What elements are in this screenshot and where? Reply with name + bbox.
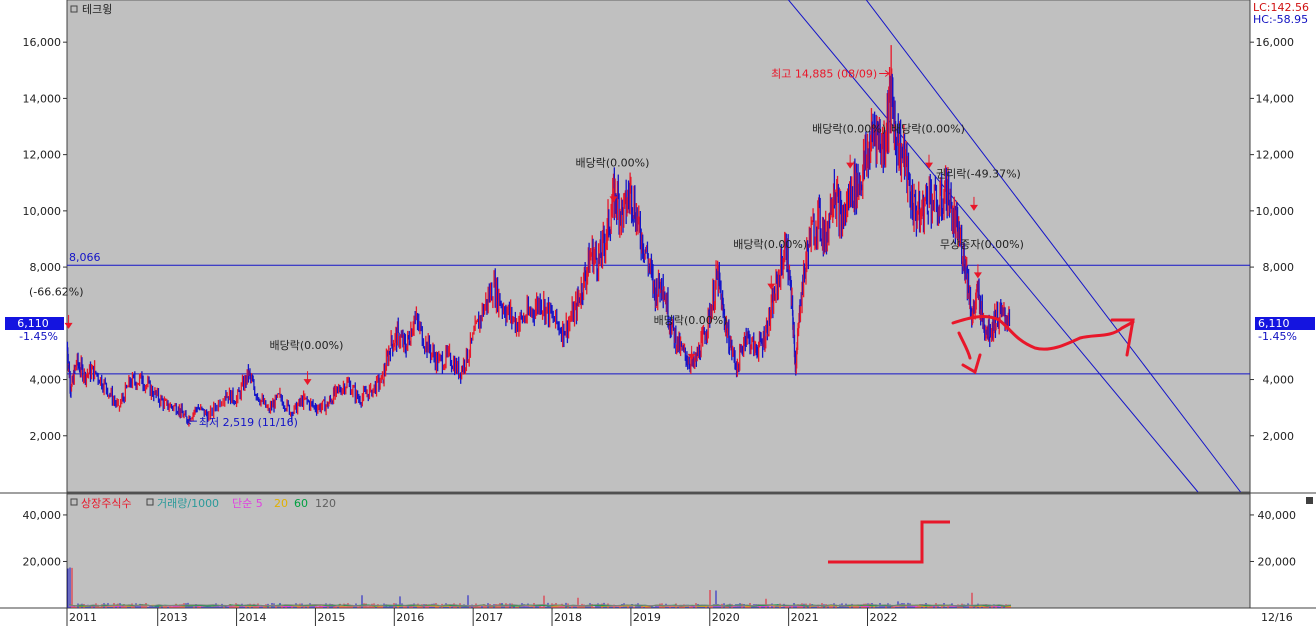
y-tick-label-left: 14,000: [23, 92, 62, 105]
x-tick-label: 2021: [791, 611, 819, 624]
volume-panel[interactable]: [66, 493, 1251, 609]
vol-tick-label-left: 20,000: [23, 555, 62, 568]
volume-legend: 상장주식수 거래량/1000 단순 5 20 60 120: [70, 497, 336, 510]
trendline: [787, 0, 1199, 493]
y-tick-label-right: 4,000: [1263, 374, 1295, 387]
legend-box-icon-1[interactable]: [70, 498, 78, 506]
legend-ma60: 60: [294, 497, 308, 510]
trendline: [865, 0, 1241, 493]
x-tick-label: 2016: [396, 611, 424, 624]
support-resistance-lines: 8,066: [67, 251, 1250, 375]
hand-drawn-arrowhead: [1110, 318, 1135, 357]
low-arrow: [186, 417, 197, 425]
annotation-label: 무상증자(0.00%): [940, 238, 1024, 251]
annotation-label: 최저 2,519 (11/16): [199, 416, 298, 429]
legend-box-icon-2[interactable]: [146, 498, 154, 506]
volume-bars: [67, 567, 1012, 608]
annotation-label: 배당락(0.00%): [270, 339, 344, 352]
event-marker-arrow: [64, 322, 73, 329]
x-tick-label: 2018: [554, 611, 582, 624]
current-price-left: 6,110: [17, 317, 49, 330]
hand-drawn-projection: [951, 315, 1135, 351]
x-tick-label: 2017: [475, 611, 503, 624]
y-tick-label-left: 8,000: [30, 261, 62, 274]
x-axis: 2011 2013 2014 2015 2016 2017 2018 2019 2020 2021…: [66, 608, 897, 626]
x-tick-label: 2022: [869, 611, 897, 624]
change-pct-left: -1.45%: [19, 330, 58, 343]
y-tick-label-right: 16,000: [1256, 36, 1295, 49]
y-tick-label-left: 2,000: [30, 430, 62, 443]
annotation-label: 배당락(0.00%): [891, 123, 965, 136]
trendlines: [787, 0, 1241, 493]
lc-label: LC:142.56: [1253, 1, 1309, 14]
event-markers: [64, 154, 982, 386]
hand-drawn-volume-step: [828, 520, 950, 564]
x-tick-label: 2014: [239, 611, 267, 624]
y-tick-label-right: 2,000: [1263, 430, 1295, 443]
y-tick-label-right: 14,000: [1256, 92, 1295, 105]
current-price-right: 6,110: [1258, 317, 1290, 330]
x-tick-label: 2011: [69, 611, 97, 624]
legend-ma120: 120: [315, 497, 336, 510]
event-marker-arrow: [687, 353, 696, 360]
event-marker-arrow: [609, 196, 618, 203]
x-tick-label: 2020: [712, 611, 740, 624]
bottom-right-label: 12/16: [1261, 611, 1293, 624]
annotation-label: 최고 14,885 (08/09): [771, 68, 877, 81]
current-price-box-left: [5, 317, 64, 330]
x-tick-label: 2015: [317, 611, 345, 624]
vol-tick-label-right: 20,000: [1258, 555, 1297, 568]
y-tick-label-left: 10,000: [23, 205, 62, 218]
vol-tick-label-right: 40,000: [1258, 509, 1297, 522]
volume-y-axis: 40,000 40,000 20,000 20,000: [23, 509, 1297, 569]
event-marker-arrow: [969, 204, 978, 211]
horizontal-line-label: 8,066: [69, 251, 101, 264]
y-tick-label-right: 10,000: [1256, 205, 1295, 218]
legend-ma5: 단순 5: [232, 497, 263, 510]
y-tick-label-right: 8,000: [1263, 261, 1295, 274]
annotation-label: 배당락(0.00%): [576, 156, 650, 169]
title-box-icon[interactable]: [70, 5, 78, 13]
x-tick-label: 2019: [633, 611, 661, 624]
event-marker-arrow: [303, 379, 312, 386]
high-arrow: [879, 70, 890, 77]
annotations: 최고 14,885 (08/09) 최저 2,519 (11/16) (-66.62…: [29, 68, 1024, 430]
event-marker-arrow: [925, 162, 934, 169]
volume-ma-line: [68, 604, 1012, 607]
y-tick-label-left: 12,000: [23, 149, 62, 162]
legend-listed-shares: 상장주식수: [81, 497, 132, 510]
y-tick-label-left: 4,000: [30, 374, 62, 387]
annotation-label: (-66.62%): [29, 286, 84, 299]
annotation-label: 배당락(0.00%): [654, 314, 728, 327]
legend-ma20: 20: [274, 497, 288, 510]
change-pct-right: -1.45%: [1258, 330, 1297, 343]
hand-drawn-drop: [957, 331, 982, 375]
event-marker-arrow: [973, 272, 982, 279]
y-axis-left: 16,000 14,000 12,000 10,000 8,000 4,000 2,000: [23, 36, 67, 443]
stock-name: 테크윙: [82, 3, 112, 16]
close-panel-icon[interactable]: [1306, 497, 1313, 504]
annotation-label: 배당락(0.00%): [733, 238, 807, 251]
event-marker-arrow: [846, 162, 855, 169]
y-tick-label-left: 16,000: [23, 36, 62, 49]
annotation-label: 권리락(-49.37%): [936, 168, 1021, 181]
x-tick-label: 2013: [160, 611, 188, 624]
hc-label: HC:-58.95: [1253, 13, 1308, 26]
annotation-label: 배당락(0.00%): [812, 123, 886, 136]
y-tick-label-right: 12,000: [1256, 149, 1295, 162]
y-axis-right: 16,000 14,000 12,000 10,000 8,000 4,000 2,000: [1250, 36, 1294, 443]
legend-volume: 거래량/1000: [157, 497, 219, 510]
current-price-box-right: [1255, 317, 1315, 330]
vol-tick-label-left: 40,000: [23, 509, 62, 522]
event-marker-arrow: [767, 283, 776, 290]
